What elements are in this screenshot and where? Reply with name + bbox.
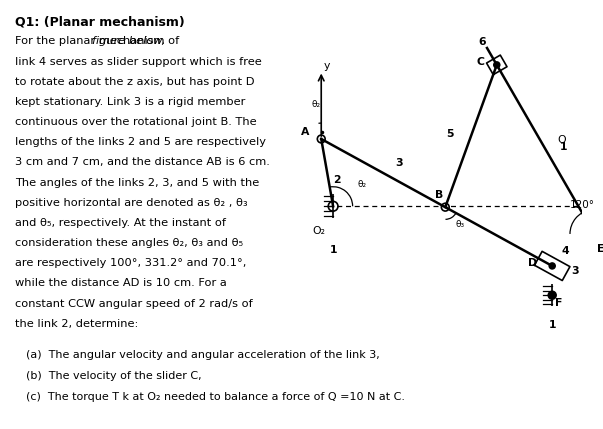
Text: θ₂: θ₂	[358, 180, 367, 189]
Text: constant CCW angular speed of 2 rad/s of: constant CCW angular speed of 2 rad/s of	[14, 299, 253, 308]
Text: 5: 5	[446, 129, 454, 139]
Text: 3 cm and 7 cm, and the distance AB is 6 cm.: 3 cm and 7 cm, and the distance AB is 6 …	[14, 157, 270, 167]
Text: The angles of the links 2, 3, and 5 with the: The angles of the links 2, 3, and 5 with…	[14, 178, 259, 187]
Text: while the distance AD is 10 cm. For a: while the distance AD is 10 cm. For a	[14, 278, 226, 288]
Text: 3: 3	[396, 158, 403, 168]
Text: kept stationary. Link 3 is a rigid member: kept stationary. Link 3 is a rigid membe…	[14, 97, 245, 107]
Text: figure below,: figure below,	[92, 36, 165, 46]
Text: link 4 serves as slider support which is free: link 4 serves as slider support which is…	[14, 57, 261, 66]
Text: and θ₅, respectively. At the instant of: and θ₅, respectively. At the instant of	[14, 218, 226, 228]
Text: consideration these angles θ₂, θ₃ and θ₅: consideration these angles θ₂, θ₃ and θ₅	[14, 238, 243, 248]
Text: C: C	[476, 57, 485, 67]
Circle shape	[548, 291, 556, 299]
Text: Q1: (Planar mechanism): Q1: (Planar mechanism)	[14, 15, 185, 28]
Text: 120°: 120°	[570, 199, 595, 210]
Text: Q: Q	[558, 135, 566, 145]
Text: 1: 1	[549, 320, 556, 329]
Text: to rotate about the z axis, but has point D: to rotate about the z axis, but has poin…	[14, 77, 254, 87]
Text: y: y	[324, 61, 330, 71]
Text: 4: 4	[562, 246, 570, 256]
Text: D: D	[528, 259, 537, 269]
Text: 2: 2	[333, 175, 341, 185]
Text: 1: 1	[329, 245, 337, 255]
Text: 6: 6	[478, 36, 486, 47]
Text: (c)  The torque T k at O₂ needed to balance a force of Q =10 N at C.: (c) The torque T k at O₂ needed to balan…	[27, 392, 405, 402]
Text: E: E	[597, 244, 603, 254]
Text: the link 2, determine:: the link 2, determine:	[14, 319, 138, 329]
Text: θ₃: θ₃	[455, 220, 464, 229]
Circle shape	[494, 62, 500, 68]
Text: θ₂: θ₂	[312, 100, 321, 109]
Text: For the planar mechanism of: For the planar mechanism of	[14, 36, 183, 46]
Text: continuous over the rotational joint B. The: continuous over the rotational joint B. …	[14, 117, 256, 127]
Text: 3: 3	[572, 266, 579, 276]
Text: F: F	[555, 298, 562, 308]
Text: B: B	[435, 190, 443, 200]
Text: 1: 1	[560, 142, 567, 152]
Text: (b)  The velocity of the slider C,: (b) The velocity of the slider C,	[27, 371, 202, 381]
Text: lengths of the links 2 and 5 are respectively: lengths of the links 2 and 5 are respect…	[14, 137, 266, 147]
Text: O₂: O₂	[313, 226, 326, 236]
Text: A: A	[301, 127, 309, 136]
Text: are respectively 100°, 331.2° and 70.1°,: are respectively 100°, 331.2° and 70.1°,	[14, 258, 246, 268]
Text: (a)  The angular velocity and angular acceleration of the link 3,: (a) The angular velocity and angular acc…	[27, 350, 380, 360]
Circle shape	[549, 263, 555, 269]
Text: positive horizontal are denoted as θ₂ , θ₃: positive horizontal are denoted as θ₂ , …	[14, 198, 247, 208]
